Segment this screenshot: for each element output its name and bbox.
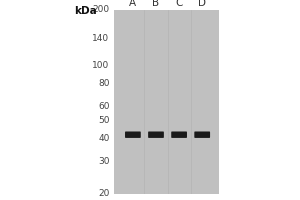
- FancyBboxPatch shape: [148, 131, 164, 138]
- Text: C: C: [176, 0, 183, 8]
- Text: A: A: [129, 0, 137, 8]
- Text: 200: 200: [92, 5, 110, 14]
- Text: kDa: kDa: [74, 6, 97, 16]
- Text: 20: 20: [98, 189, 110, 198]
- Text: 30: 30: [98, 157, 110, 166]
- Text: D: D: [198, 0, 206, 8]
- Text: 80: 80: [98, 79, 110, 88]
- FancyBboxPatch shape: [194, 131, 210, 138]
- Text: 40: 40: [98, 134, 110, 143]
- Text: 50: 50: [98, 116, 110, 125]
- Text: 140: 140: [92, 34, 110, 43]
- Text: 100: 100: [92, 61, 110, 70]
- FancyBboxPatch shape: [171, 131, 187, 138]
- Text: 60: 60: [98, 102, 110, 111]
- Text: B: B: [152, 0, 160, 8]
- FancyBboxPatch shape: [125, 131, 141, 138]
